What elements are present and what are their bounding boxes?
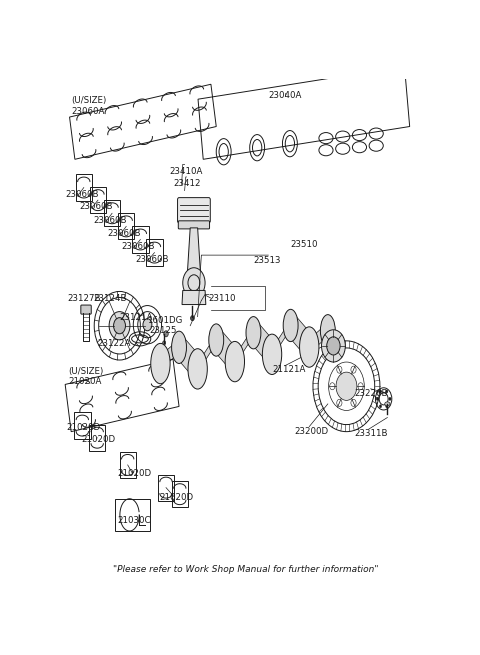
Polygon shape [305,320,332,356]
Circle shape [379,405,382,408]
Ellipse shape [225,341,244,382]
Polygon shape [268,314,294,364]
Text: 23060B: 23060B [108,229,141,238]
Text: 23311B: 23311B [354,429,387,438]
Text: 23410A: 23410A [170,167,203,176]
Circle shape [191,316,194,321]
Polygon shape [187,228,201,275]
FancyBboxPatch shape [178,221,210,229]
Text: 23122A: 23122A [97,339,131,348]
Text: 23060B: 23060B [79,202,113,211]
Polygon shape [213,329,239,371]
Circle shape [386,405,388,408]
Ellipse shape [385,402,390,406]
Text: 23060B: 23060B [94,215,127,225]
Circle shape [109,312,130,340]
Text: "Please refer to Work Shop Manual for further information": "Please refer to Work Shop Manual for fu… [113,565,379,574]
Polygon shape [287,314,313,356]
FancyBboxPatch shape [81,305,91,314]
Circle shape [143,319,152,331]
Ellipse shape [151,343,170,384]
Text: 23200D: 23200D [294,426,328,436]
Text: 23510: 23510 [290,240,318,249]
Text: 23125: 23125 [149,326,177,335]
Ellipse shape [209,324,224,356]
Text: 21121A: 21121A [272,365,305,374]
Text: 23060B: 23060B [121,242,155,251]
Circle shape [336,372,357,400]
Circle shape [376,398,378,400]
Polygon shape [175,336,202,378]
Polygon shape [182,290,206,305]
Text: 23121A: 23121A [120,313,153,322]
Circle shape [386,390,388,393]
Circle shape [164,331,168,337]
Ellipse shape [283,309,298,342]
Circle shape [327,337,340,355]
Ellipse shape [172,331,186,364]
Text: 1601DG: 1601DG [147,316,183,325]
Text: 21020D: 21020D [160,493,194,502]
Text: 23127B: 23127B [67,295,101,303]
Text: 21020D: 21020D [67,422,101,432]
Text: 21020D: 21020D [82,435,116,444]
Text: 21030C: 21030C [118,516,151,525]
Text: 23226B: 23226B [354,389,387,398]
Text: (U/SIZE)
21020A: (U/SIZE) 21020A [68,367,103,386]
Polygon shape [194,329,220,378]
Circle shape [163,341,166,345]
Text: 23412: 23412 [173,179,201,189]
Text: 23513: 23513 [253,256,281,265]
Ellipse shape [188,348,207,389]
Circle shape [114,318,125,334]
Text: 23124B: 23124B [94,295,127,303]
Text: 23060B: 23060B [66,189,99,198]
Ellipse shape [321,314,335,347]
Ellipse shape [246,316,261,349]
Text: (U/SIZE)
23060A: (U/SIZE) 23060A [71,96,107,116]
Circle shape [389,398,391,400]
FancyBboxPatch shape [178,198,210,223]
Circle shape [322,329,345,362]
Circle shape [379,390,382,393]
Ellipse shape [263,334,282,375]
Text: 23060B: 23060B [135,255,168,264]
Circle shape [183,268,205,298]
Polygon shape [250,322,276,364]
Text: 23110: 23110 [209,295,236,303]
Ellipse shape [189,221,199,229]
Polygon shape [156,336,183,373]
Polygon shape [231,322,257,371]
Text: 23040A: 23040A [268,91,302,100]
Ellipse shape [300,327,319,367]
Text: 21020D: 21020D [118,470,152,478]
